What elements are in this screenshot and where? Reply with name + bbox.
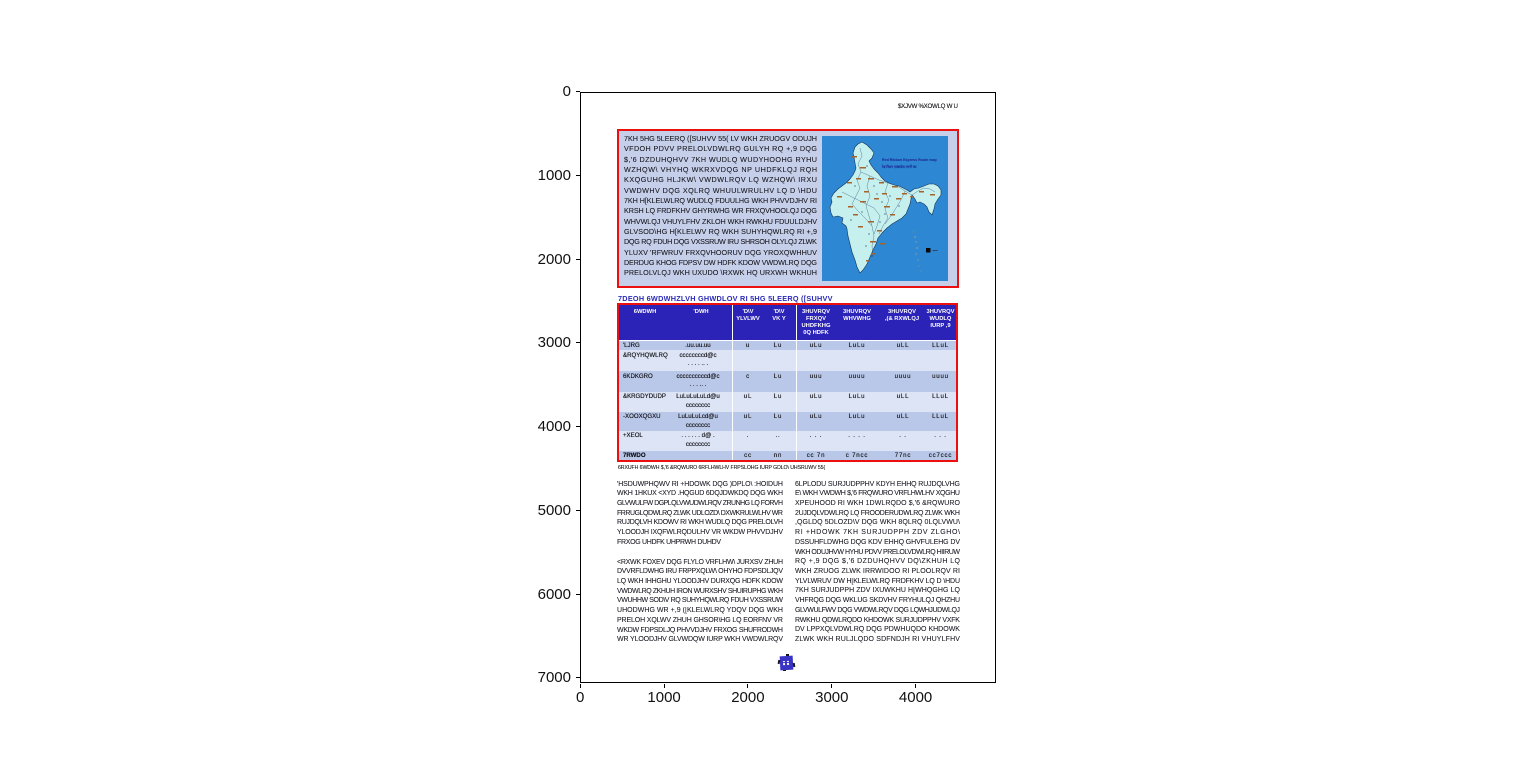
svg-text:रेड रिबन एक्सप्रेस मार्गों का: रेड रिबन एक्सप्रेस मार्गों का (881, 164, 917, 169)
svg-text:Red Ribbon Express Route map: Red Ribbon Express Route map (882, 158, 938, 162)
